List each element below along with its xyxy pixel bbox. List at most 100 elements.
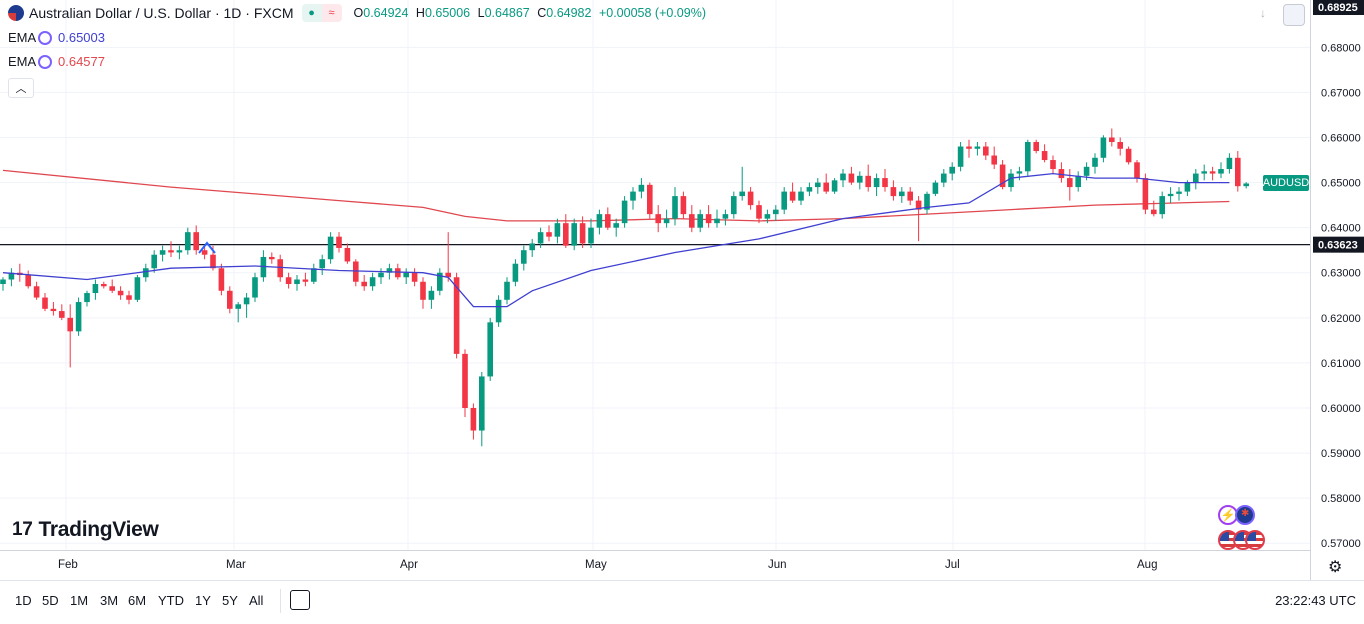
top-price-box <box>1313 0 1364 15</box>
time-axis[interactable]: Feb Mar Apr May Jun Jul Aug <box>0 550 1310 580</box>
candle-up <box>185 232 191 251</box>
candle-up <box>487 322 493 377</box>
candle-down <box>218 268 225 291</box>
candle-up <box>873 178 880 188</box>
calendar-range-icon[interactable] <box>290 590 310 610</box>
candle-down <box>563 223 569 246</box>
candle-up <box>840 173 846 181</box>
candle-up <box>252 277 258 298</box>
candle-up <box>1075 175 1081 188</box>
candle-down <box>67 317 73 332</box>
candle-up <box>941 173 947 183</box>
ema-2-source-icon[interactable] <box>38 54 52 69</box>
range-button-all[interactable]: All <box>249 593 264 608</box>
candle-up <box>1100 137 1107 158</box>
price-scale[interactable]: 0.68000 0.67000 0.66000 0.65000 0.64000 0.630… <box>1310 0 1364 580</box>
range-button-6m[interactable]: 6M <box>128 593 147 608</box>
candle-up <box>8 272 15 280</box>
candle-up <box>521 250 527 264</box>
bottom-toolbar: 1D 5D 1M 3M 6M YTD 1Y 5Y All 23:22:43 UTC <box>0 580 1364 624</box>
indicator-ema-2[interactable]: EMA 0.64577 <box>8 54 105 69</box>
candle-down <box>1151 209 1157 215</box>
us-event-flag-icon[interactable] <box>1245 530 1265 550</box>
candle-down <box>33 286 40 298</box>
candle-down <box>210 254 216 269</box>
candle-up <box>437 272 443 291</box>
range-button-5y[interactable]: 5Y <box>222 593 238 608</box>
candle-up <box>781 191 787 210</box>
candle-up <box>663 218 670 224</box>
price-tick-label: 0.57000 <box>1321 538 1361 550</box>
candle-down <box>1117 142 1123 149</box>
indicator-ema-1[interactable]: EMA 0.65003 <box>8 30 105 45</box>
price-chart[interactable] <box>0 0 1310 550</box>
candle-down <box>25 275 31 287</box>
market-open-icon[interactable]: ● <box>301 4 322 22</box>
chart-pane[interactable]: Australian Dollar / U.S. Dollar · 1D · F… <box>0 0 1310 550</box>
candle-up <box>1092 157 1098 167</box>
candle-up <box>739 191 745 197</box>
candle-down <box>285 277 292 285</box>
candle-down <box>789 191 796 201</box>
time-axis-label: Jun <box>768 559 787 571</box>
candle-up <box>378 272 384 278</box>
candle-up <box>319 259 325 269</box>
candle-down <box>344 247 351 262</box>
range-button-3m[interactable]: 3M <box>100 593 119 608</box>
high-value: 0.65006 <box>424 6 471 20</box>
utc-clock[interactable]: 23:22:43 UTC <box>1275 593 1356 608</box>
time-axis-label: Mar <box>226 559 246 571</box>
candle-down <box>1134 162 1140 179</box>
candle-down <box>865 175 871 188</box>
candle-down <box>117 290 124 296</box>
candle-down <box>269 256 275 260</box>
candle-up <box>722 214 729 219</box>
range-button-5d[interactable]: 5D <box>42 593 59 608</box>
candle-up <box>243 297 250 305</box>
scroll-down-arrow-icon[interactable]: ↓ <box>1260 6 1266 20</box>
candle-up <box>806 187 813 192</box>
open-label: O <box>353 6 364 20</box>
range-button-ytd[interactable]: YTD <box>158 593 184 608</box>
candle-up <box>764 214 771 219</box>
range-button-1y[interactable]: 1Y <box>195 593 211 608</box>
candle-up <box>512 263 519 282</box>
candle-down <box>1209 171 1216 174</box>
collapse-legend-button[interactable]: ︿ <box>8 78 34 98</box>
delay-icon[interactable]: ≈ <box>321 4 342 22</box>
range-button-1m[interactable]: 1M <box>70 593 89 608</box>
tradingview-logo[interactable]: 17 TradingView <box>12 518 159 542</box>
ema-1-source-icon[interactable] <box>38 30 52 45</box>
candle-up <box>159 250 166 255</box>
drawn-arrow <box>198 241 216 254</box>
candle-up <box>537 232 544 244</box>
au-event-flag-icon[interactable] <box>1235 505 1255 525</box>
screenshot-button[interactable] <box>1283 4 1305 26</box>
time-axis-label: May <box>585 559 607 571</box>
price-tick-label: 0.60000 <box>1321 403 1361 415</box>
candle-up <box>386 268 393 273</box>
lightning-event-icon[interactable]: ⚡ <box>1218 505 1238 525</box>
range-button-1d[interactable]: 1D <box>15 593 32 608</box>
candle-up <box>1176 191 1182 194</box>
candle-up <box>143 268 149 278</box>
candle-up <box>529 243 535 251</box>
candle-up <box>831 180 838 192</box>
price-scale-labels: 0.68000 0.67000 0.66000 0.65000 0.64000 0.630… <box>1313 0 1364 550</box>
candle-up <box>1218 169 1224 174</box>
low-value: 0.64867 <box>484 6 530 20</box>
candle-up <box>327 236 334 260</box>
candle-up <box>714 218 720 224</box>
candle-down <box>1050 160 1056 170</box>
settings-gear-icon[interactable]: ⚙ <box>1328 559 1343 576</box>
candle-down <box>579 223 586 244</box>
candle-up <box>554 223 561 237</box>
price-tick-label: 0.63000 <box>1321 268 1361 280</box>
candle-up <box>1226 157 1233 170</box>
candle-down <box>1041 151 1048 161</box>
symbol-title[interactable]: Australian Dollar / U.S. Dollar · 1D · F… <box>29 5 294 21</box>
candle-up <box>798 191 804 201</box>
candle-down <box>353 261 359 282</box>
time-axis-label: Jul <box>945 559 960 571</box>
candle-up <box>857 175 863 183</box>
